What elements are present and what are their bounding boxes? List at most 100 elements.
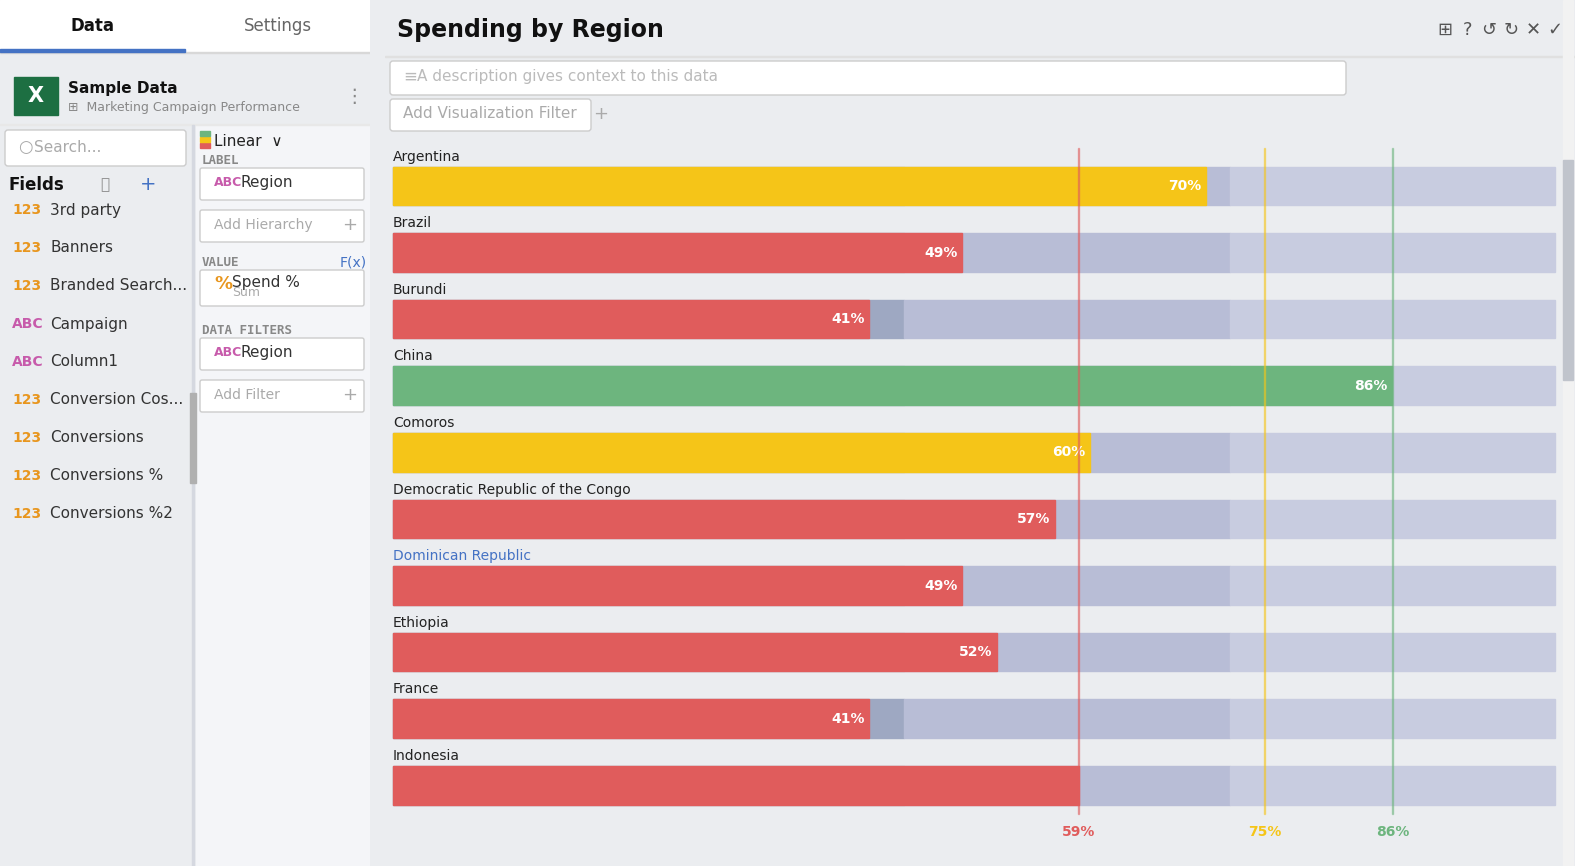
Text: Sum: Sum [232, 287, 260, 300]
FancyBboxPatch shape [391, 61, 1347, 95]
Text: Spending by Region: Spending by Region [397, 18, 665, 42]
Text: ⋮: ⋮ [345, 87, 364, 106]
Text: France: France [394, 682, 439, 696]
Bar [394, 566, 962, 604]
Text: 75%: 75% [1247, 825, 1280, 839]
Text: +: + [342, 386, 358, 404]
Bar [394, 500, 904, 539]
Bar [394, 500, 1055, 539]
FancyBboxPatch shape [5, 130, 186, 166]
Text: Conversion Cos...: Conversion Cos... [50, 392, 183, 408]
Text: ⊞  Marketing Campaign Performance: ⊞ Marketing Campaign Performance [68, 100, 299, 113]
Text: Conversions %: Conversions % [50, 469, 164, 483]
Bar [1230, 166, 1555, 205]
Bar [1230, 366, 1555, 405]
FancyBboxPatch shape [200, 338, 364, 370]
Text: 59%: 59% [1062, 825, 1095, 839]
Bar [904, 766, 1230, 805]
Bar [394, 300, 869, 339]
Bar [904, 700, 1230, 738]
Bar [192, 125, 194, 866]
Text: Brazil: Brazil [394, 216, 432, 230]
FancyBboxPatch shape [391, 99, 591, 131]
Text: Region: Region [239, 176, 293, 191]
Text: ↻: ↻ [1504, 21, 1518, 39]
Text: 49%: 49% [925, 578, 958, 592]
Bar [394, 433, 904, 472]
Text: Conversions: Conversions [50, 430, 143, 445]
Text: ✕: ✕ [1526, 21, 1540, 39]
Bar [394, 233, 904, 272]
Text: ≡: ≡ [403, 68, 417, 86]
Text: Campaign: Campaign [50, 316, 128, 332]
Text: Banners: Banners [50, 241, 113, 255]
Bar [394, 700, 869, 738]
Text: %: % [214, 275, 232, 293]
Text: Linear  ∨: Linear ∨ [214, 133, 282, 148]
Text: ?: ? [1462, 21, 1471, 39]
Bar [904, 233, 1230, 272]
Text: Fields: Fields [8, 176, 63, 194]
Text: Indonesia: Indonesia [394, 749, 460, 763]
Bar [1230, 566, 1555, 604]
Bar [394, 166, 1206, 205]
Text: 123: 123 [13, 507, 41, 521]
Text: 🧠: 🧠 [99, 178, 109, 192]
Bar [904, 166, 1230, 205]
Bar [0, 49, 184, 52]
Bar [904, 433, 1230, 472]
Bar [394, 166, 904, 205]
Text: 70%: 70% [1169, 179, 1202, 193]
Bar [1230, 300, 1555, 339]
Text: Dominican Republic: Dominican Republic [394, 549, 531, 563]
FancyBboxPatch shape [200, 168, 364, 200]
Text: ABC: ABC [214, 177, 243, 190]
Bar [394, 366, 1392, 405]
Bar [0, 0, 370, 52]
Bar [394, 633, 997, 671]
Bar [200, 143, 209, 148]
Bar [1230, 500, 1555, 539]
Bar [904, 500, 1230, 539]
Text: 57%: 57% [1017, 512, 1051, 526]
Bar [394, 633, 904, 671]
Text: F(x): F(x) [340, 255, 367, 269]
Text: 3rd party: 3rd party [50, 203, 121, 217]
FancyBboxPatch shape [200, 270, 364, 306]
Text: ABC: ABC [214, 346, 243, 359]
Text: 41%: 41% [832, 712, 865, 726]
Text: VALUE: VALUE [202, 255, 239, 268]
Bar [191, 393, 195, 483]
Bar [394, 700, 904, 738]
Text: 86%: 86% [1375, 825, 1410, 839]
Text: Column1: Column1 [50, 354, 118, 370]
Text: Sample Data: Sample Data [68, 81, 178, 96]
Text: Add Visualization Filter: Add Visualization Filter [403, 107, 576, 121]
FancyBboxPatch shape [200, 210, 364, 242]
Text: Branded Search...: Branded Search... [50, 279, 187, 294]
Bar [904, 366, 1230, 405]
Text: 123: 123 [13, 241, 41, 255]
Text: Ethiopia: Ethiopia [394, 616, 450, 630]
Bar [394, 433, 1090, 472]
Text: +: + [342, 216, 358, 234]
Text: Democratic Republic of the Congo: Democratic Republic of the Congo [394, 482, 630, 496]
Text: 123: 123 [13, 469, 41, 483]
Bar [200, 137, 209, 142]
Text: X: X [28, 86, 44, 106]
Text: 123: 123 [13, 279, 41, 293]
Bar [1562, 160, 1573, 380]
Text: 60%: 60% [1052, 445, 1085, 459]
Text: Argentina: Argentina [394, 150, 461, 164]
Text: 123: 123 [13, 203, 41, 217]
FancyBboxPatch shape [200, 380, 364, 412]
Text: Add Filter: Add Filter [214, 388, 280, 402]
Text: ABC: ABC [13, 355, 44, 369]
Bar [394, 766, 904, 805]
Text: Burundi: Burundi [394, 283, 447, 297]
Bar [1562, 0, 1573, 866]
Bar [1230, 433, 1555, 472]
Text: DATA FILTERS: DATA FILTERS [202, 324, 291, 337]
Text: 41%: 41% [832, 312, 865, 326]
Text: 123: 123 [13, 393, 41, 407]
